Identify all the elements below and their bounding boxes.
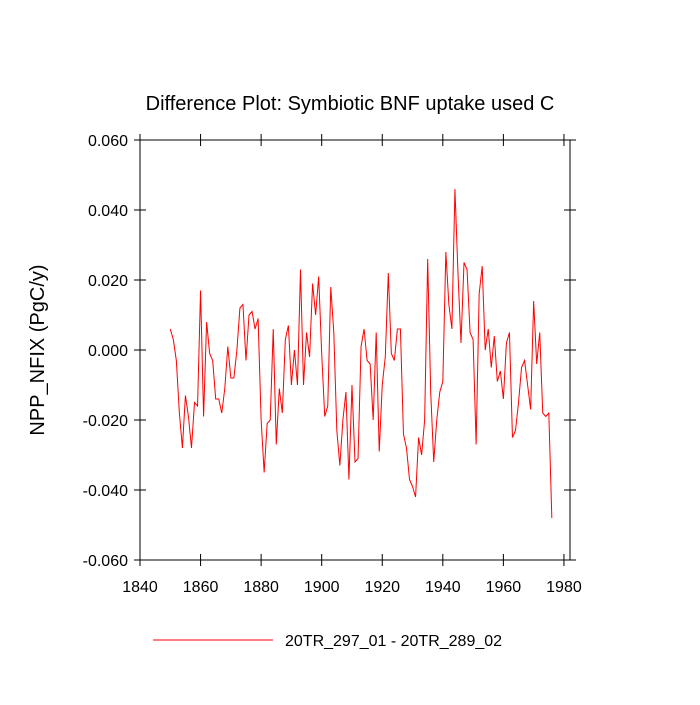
y-tick-label: -0.040	[83, 483, 128, 500]
plot-frame	[139, 139, 571, 561]
x-tick-label: 1840	[122, 579, 158, 596]
data-line	[169, 188, 553, 519]
y-tick-label: -0.020	[83, 413, 128, 430]
y-tick-label: -0.060	[83, 553, 128, 570]
x-tick-label: 1980	[546, 579, 582, 596]
x-tick-label: 1880	[243, 579, 279, 596]
x-tick-label: 1860	[183, 579, 219, 596]
y-tick-label: 0.000	[88, 343, 128, 360]
y-tick-label: 0.020	[88, 273, 128, 290]
legend-label: 20TR_297_01 - 20TR_289_02	[285, 633, 502, 650]
y-tick-label: 0.040	[88, 203, 128, 220]
x-tick-label: 1900	[304, 579, 340, 596]
chart-title: Difference Plot: Symbiotic BNF uptake us…	[146, 93, 555, 115]
x-tick-label: 1960	[486, 579, 522, 596]
y-axis-label: NPP_NFIX (PgC/y)	[27, 264, 49, 435]
x-tick-label: 1920	[364, 579, 400, 596]
y-tick-label: 0.060	[88, 133, 128, 150]
x-tick-label: 1940	[425, 579, 461, 596]
